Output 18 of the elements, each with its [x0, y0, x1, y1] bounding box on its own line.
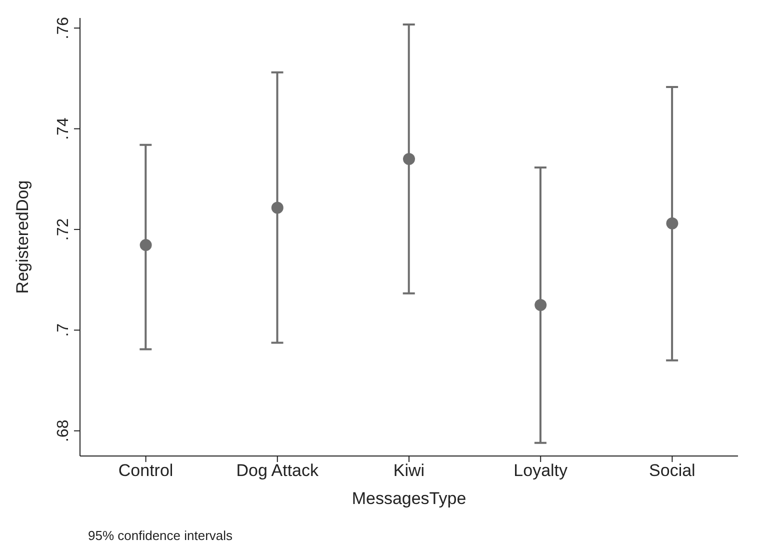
point	[140, 239, 152, 252]
x-tick-label: Dog Attack	[236, 461, 319, 480]
point	[403, 152, 415, 165]
y-tick-label: .7	[55, 323, 72, 337]
x-axis-title: MessagesType	[352, 489, 466, 508]
point	[271, 202, 284, 214]
x-tick-label: Control	[118, 461, 174, 480]
point	[666, 217, 678, 230]
x-tick-label: Loyalty	[514, 461, 568, 480]
x-tick-label: Kiwi	[393, 461, 425, 480]
y-tick-label: .72	[55, 218, 72, 241]
x-tick-label: Social	[649, 461, 696, 480]
text: 95% confidence intervals	[88, 528, 234, 543]
y-tick-label: .76	[55, 16, 72, 40]
point	[534, 298, 547, 311]
y-tick-label: .68	[55, 420, 72, 442]
y-axis-title: RegisteredDog	[13, 180, 32, 294]
y-tick-label: .74	[55, 118, 72, 140]
